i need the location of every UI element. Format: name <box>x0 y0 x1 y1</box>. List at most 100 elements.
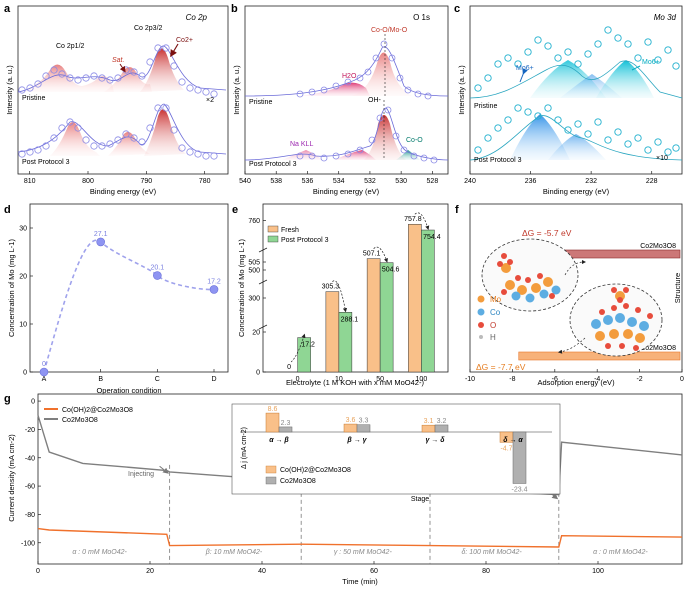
panel-g: g 0 20 40 60 80 100 0 -20 -40 -60 -80 -100 α : 0 mM … <box>4 393 683 586</box>
e-legend-post: Post Protocol 3 <box>281 237 329 244</box>
e-legend: Fresh Post Protocol 3 <box>267 225 329 244</box>
e-plot: 0203005005057600017.210305.3288.150507.1… <box>248 212 441 383</box>
a-pristine-markers <box>18 44 218 98</box>
x-tick-label-2: 790 <box>140 178 152 185</box>
d-plot: 0 10 20 30 A B C D 0 27.1 20.1 17.2 <box>19 226 221 384</box>
a-xlabel: Binding energy (eV) <box>90 187 157 196</box>
e-y-tick-label-0: 0 <box>256 370 260 377</box>
e-arrow-0 <box>290 333 306 363</box>
e-x-tick-label-2: 50 <box>376 376 384 383</box>
e-bar-fresh-3 <box>408 223 422 373</box>
e-axis-break-0 <box>258 324 268 330</box>
g-inset-ylabel: Δ j (mA cm-2) <box>241 427 248 469</box>
x-tick-label-3: 534 <box>333 178 345 185</box>
c-pristine-markers <box>474 26 680 92</box>
g-inset-bar-1-2 <box>434 424 449 433</box>
c-pristine-envelope <box>469 60 683 99</box>
f-x-tick-label-2: -6 <box>552 376 558 383</box>
g-injecting-label: Injecting <box>128 471 154 478</box>
d-x-tick-label-2: C <box>155 376 160 383</box>
g-inset-bar-1-1 <box>356 424 371 433</box>
f-xlabel: Adsorption energy (eV) <box>537 378 615 387</box>
d-point-3 <box>209 285 219 294</box>
d-x-tick-label-0: A <box>42 376 47 383</box>
g-inset-swatch-2 <box>265 476 277 485</box>
e-y-tick-label-5: 760 <box>248 218 260 225</box>
c-post-peak-2 <box>548 134 606 160</box>
g-inset-value-1-0: 2.3 <box>281 420 291 427</box>
e-bar-post-3 <box>421 229 435 373</box>
a-post-markers <box>18 104 218 160</box>
x-tick-label-2: 536 <box>302 178 314 185</box>
x-tick-label-1: 236 <box>525 178 537 185</box>
f-x-tick-label-5: 0 <box>680 376 684 383</box>
e-label-post-3: 754.4 <box>423 234 441 241</box>
d-ylabel: Concentration of Mo (mg L-1) <box>7 239 16 337</box>
panel-label-b: b <box>231 3 238 15</box>
f-legend-o-swatch <box>478 322 484 328</box>
d-point-2 <box>153 271 162 280</box>
f-x-tick-label-4: -2 <box>636 376 642 383</box>
d-point-1 <box>96 237 105 247</box>
d-series-line <box>43 239 215 373</box>
e-x-tick-label-0: 0 <box>296 376 300 383</box>
panel-d-frame <box>29 203 229 373</box>
d-value-label-3: 17.2 <box>207 278 221 285</box>
d-value-label-2: 20.1 <box>151 265 165 272</box>
e-x-tick-label-1: 10 <box>335 376 343 383</box>
g-inset: 8.62.3 α → β 3.6 3.3 β → γ 3.1 3.2 γ → δ -4.7 -23… <box>240 406 552 493</box>
g-inset-value-0-0: 8.6 <box>268 406 278 413</box>
f-atom-legend: Mo Co O H <box>477 295 502 342</box>
b-post-peak-nakll <box>282 150 322 160</box>
panel-c: c Mo 3d Pristine Post Protocol 3 Mo6+ Mo… <box>454 3 683 196</box>
panel-b-frame <box>244 5 449 175</box>
a-ylabel: Intensity (a. u.) <box>5 65 14 115</box>
g-y-tick-label-1: -20 <box>25 427 35 434</box>
panel-c-frame <box>469 5 683 175</box>
a-scale-factor: ×2 <box>206 97 214 104</box>
g-inset-value-1-2: 3.2 <box>437 418 447 425</box>
c-x-ticks: 240 236 232 228 <box>464 171 658 185</box>
f-arrow-top <box>564 259 587 276</box>
g-inset-value-0-2: 3.1 <box>424 418 434 425</box>
b-label-h2o: H2O <box>342 73 357 80</box>
f-dg-top: ΔG = -5.7 eV <box>522 228 572 238</box>
d-y-tick-label-1: 10 <box>19 322 27 329</box>
g-x-tick-label-2: 40 <box>258 568 266 575</box>
f-legend-h: H <box>490 333 496 342</box>
g-segment-label-4: α : 0 mM MoO42- <box>593 549 648 556</box>
f-x-tick-label-0: -10 <box>465 376 475 383</box>
g-x-tick-label-5: 100 <box>592 568 604 575</box>
c-ylabel: Intensity (a. u.) <box>457 65 466 115</box>
panel-label-c: c <box>454 3 460 15</box>
a-sample-post: Post Protocol 3 <box>22 159 70 166</box>
a-label-co2p32: Co 2p3/2 <box>134 25 163 32</box>
a-x-ticks: 810 800 790 780 <box>24 171 211 185</box>
a-sat-arrow <box>119 63 126 73</box>
g-y-tick-label-3: -60 <box>25 484 35 491</box>
g-y-tick-label-0: 0 <box>31 399 35 406</box>
c-label-mo6-right: Mo6+ <box>642 59 660 66</box>
e-label-fresh-0: 0 <box>287 364 291 371</box>
e-bar-fresh-2 <box>366 258 381 373</box>
c-pristine-peak-3 <box>596 60 654 98</box>
x-tick-label-1: 800 <box>82 178 94 185</box>
g-inset-legend-2: Co2Mo3O8 <box>280 478 316 485</box>
b-ylabel: Intensity (a. u.) <box>232 65 241 115</box>
e-y-tick-label-4: 505 <box>248 260 260 267</box>
panel-e-frame <box>262 203 449 373</box>
c-label-mo6-left: Mo6+ <box>516 65 534 72</box>
x-tick-label-1: 538 <box>270 178 282 185</box>
panel-label-e: e <box>232 204 238 216</box>
g-x-tick-label-4: 80 <box>482 568 490 575</box>
g-inset-cat-2: γ → δ <box>425 437 445 444</box>
d-point-0 <box>39 367 49 377</box>
f-legend-co-swatch <box>477 308 485 316</box>
e-label-fresh-3: 757.8 <box>404 216 422 223</box>
a-post-peak-2p32 <box>144 109 186 156</box>
e-legend-swatch-post <box>267 235 279 243</box>
a-pristine-peak-2p32 <box>140 48 184 92</box>
e-bar-post-2 <box>379 262 394 373</box>
d-y-tick-label-3: 30 <box>19 226 27 233</box>
panel-label-a: a <box>4 3 11 15</box>
